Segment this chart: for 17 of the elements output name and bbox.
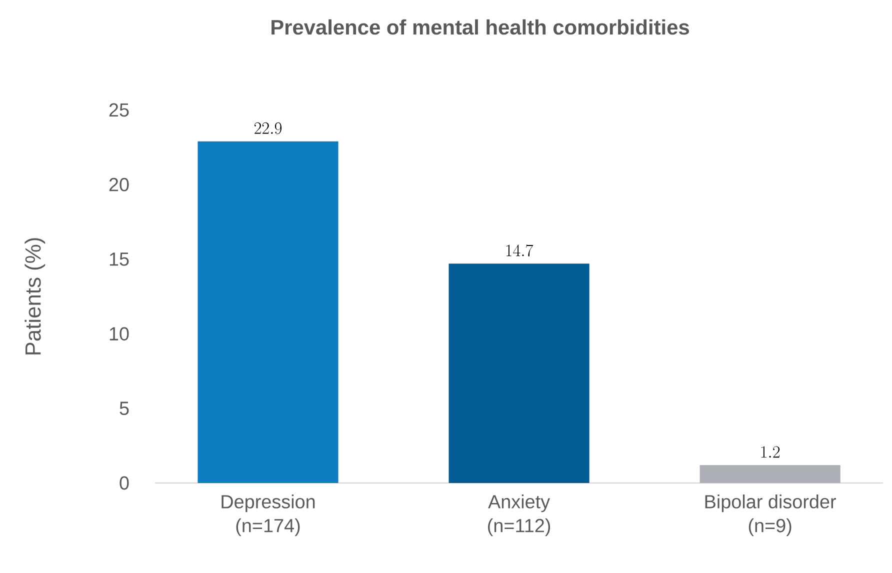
y-tick-label: 25 <box>109 103 129 117</box>
x-tick-label: Anxiety (n=112) <box>488 494 550 536</box>
bar <box>198 141 338 483</box>
data-label: 22.9 <box>254 122 282 134</box>
y-tick-label: 10 <box>110 327 129 340</box>
bar <box>448 264 590 483</box>
data-label: 1 .2 <box>761 446 780 458</box>
x-tick-label: Depression (n=174) <box>222 494 315 536</box>
y-tick-label: 0 <box>120 476 129 490</box>
x-tick-label: Bipolar disorder (n=9) <box>705 494 836 536</box>
bar <box>700 465 840 483</box>
chart-title: Prevalence of mental health comorbidities <box>272 19 689 35</box>
y-tick-label: 15 <box>110 252 129 266</box>
y-axis-title: Patients (%) <box>24 238 46 354</box>
y-tick-label: 20 <box>109 178 129 192</box>
data-label: 14.7 <box>506 244 534 256</box>
y-tick-label: 5 <box>120 402 129 416</box>
